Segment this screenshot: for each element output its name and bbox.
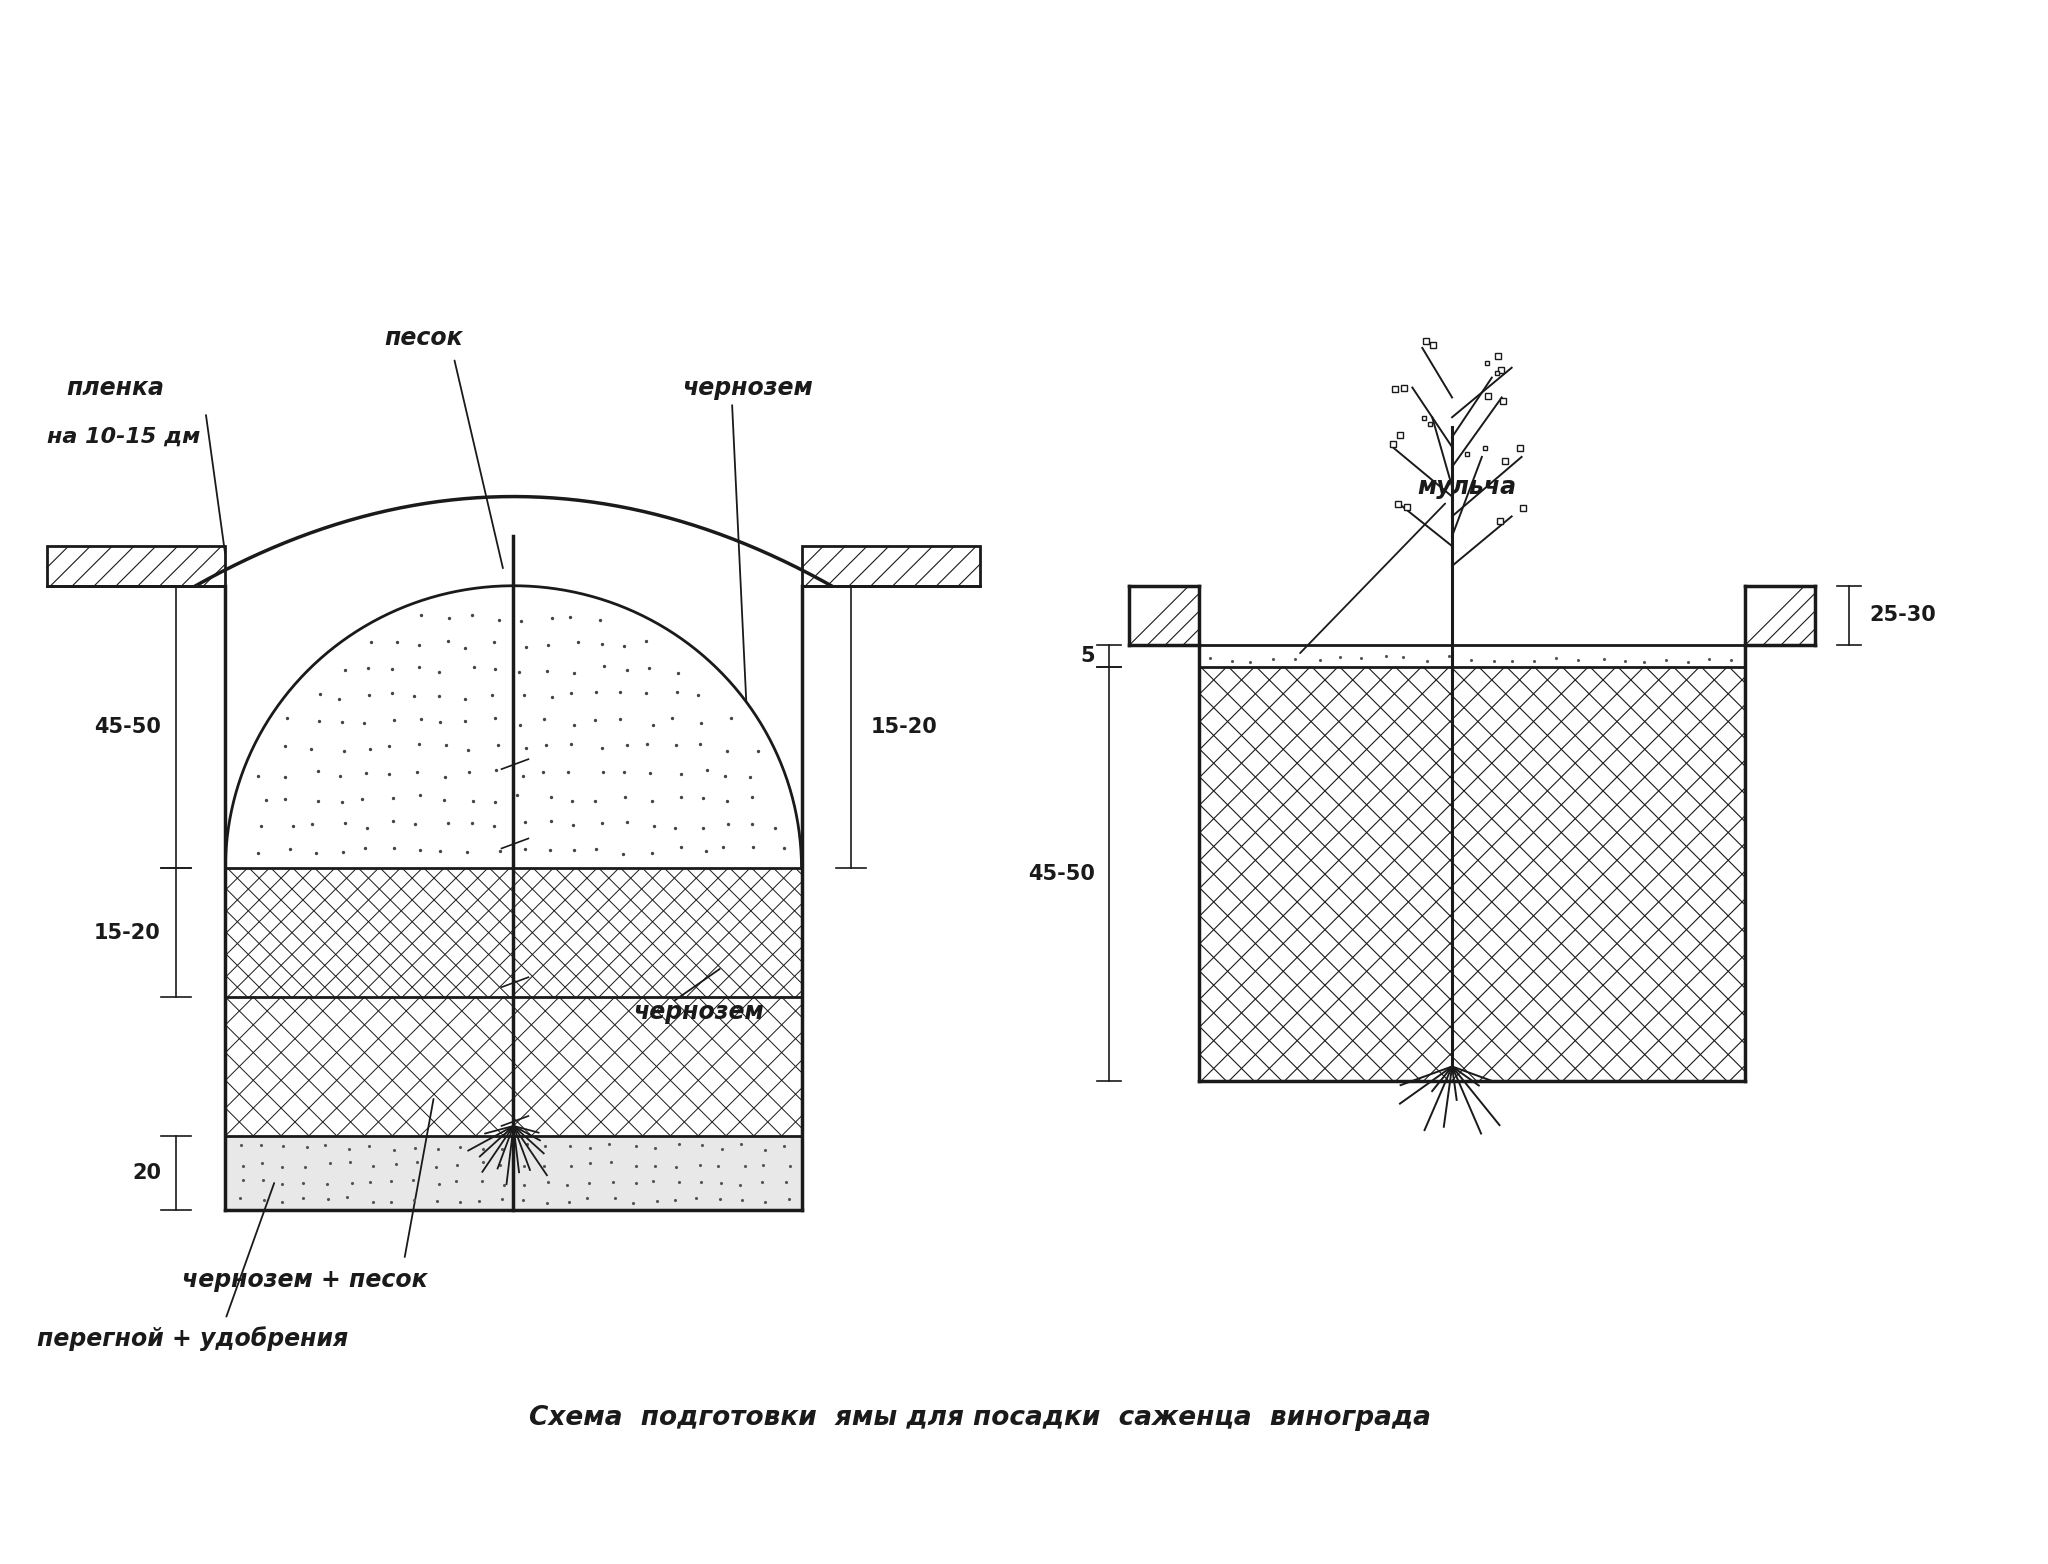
Bar bbox=[225, 586, 801, 1211]
Text: 20: 20 bbox=[131, 1164, 162, 1182]
Text: 45-50: 45-50 bbox=[94, 716, 162, 737]
Bar bbox=[801, 546, 981, 586]
Bar bbox=[1198, 586, 1745, 1081]
Bar bbox=[47, 546, 225, 586]
Polygon shape bbox=[225, 586, 801, 868]
Bar bbox=[225, 1135, 801, 1211]
Text: чернозем: чернозем bbox=[682, 375, 813, 399]
Text: 25-30: 25-30 bbox=[1870, 605, 1935, 626]
Text: мульча: мульча bbox=[1417, 474, 1516, 499]
Text: Схема  подготовки  ямы для посадки  саженца  винограда: Схема подготовки ямы для посадки саженца… bbox=[528, 1406, 1432, 1431]
Text: перегной + удобрения: перегной + удобрения bbox=[37, 1326, 348, 1351]
Text: на 10-15 дм: на 10-15 дм bbox=[47, 427, 201, 447]
Text: чернозем + песок: чернозем + песок bbox=[182, 1267, 428, 1292]
Text: чернозем: чернозем bbox=[633, 999, 764, 1024]
Text: 15-20: 15-20 bbox=[94, 923, 162, 943]
Text: пленка: пленка bbox=[66, 375, 164, 399]
Text: 5: 5 bbox=[1079, 646, 1094, 666]
Text: 15-20: 15-20 bbox=[870, 716, 938, 737]
Text: песок: песок bbox=[385, 325, 463, 350]
Text: 45-50: 45-50 bbox=[1028, 865, 1094, 884]
